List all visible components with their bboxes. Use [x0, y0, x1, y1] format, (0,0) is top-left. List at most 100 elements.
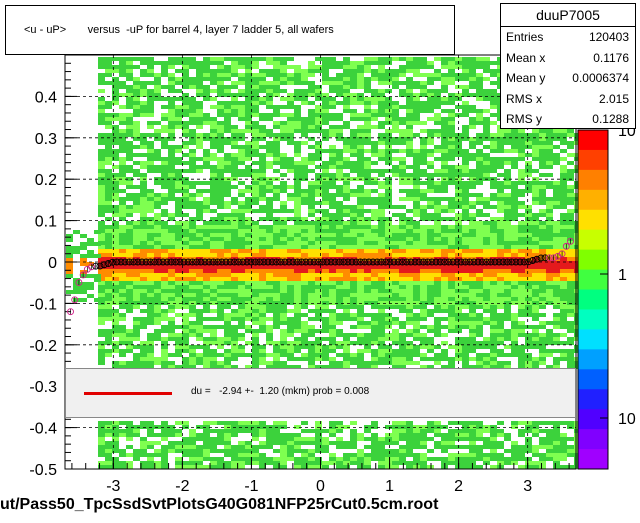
- heatmap-cell: [154, 81, 161, 85]
- heatmap-cell: [266, 461, 273, 465]
- heatmap-cell: [105, 253, 112, 257]
- heatmap-cell: [497, 129, 504, 133]
- heatmap-cell: [140, 185, 147, 189]
- heatmap-cell: [168, 165, 175, 169]
- heatmap-cell: [231, 57, 238, 61]
- heatmap-cell: [217, 105, 224, 109]
- heatmap-cell: [112, 205, 119, 209]
- heatmap-cell: [294, 357, 301, 361]
- heatmap-cell: [238, 253, 245, 257]
- heatmap-cell: [322, 253, 329, 257]
- heatmap-cell: [147, 165, 154, 169]
- heatmap-cell: [413, 205, 420, 209]
- heatmap-cell: [259, 173, 266, 177]
- heatmap-cell: [329, 461, 336, 465]
- heatmap-cell: [245, 201, 252, 205]
- heatmap-cell: [112, 181, 119, 185]
- heatmap-cell: [329, 65, 336, 69]
- heatmap-cell: [567, 193, 574, 197]
- heatmap-cell: [133, 97, 140, 101]
- heatmap-cell: [329, 357, 336, 361]
- heatmap-cell: [210, 129, 217, 133]
- heatmap-cell: [126, 253, 133, 257]
- heatmap-cell: [259, 245, 266, 249]
- heatmap-cell: [273, 209, 280, 213]
- heatmap-cell: [525, 269, 532, 273]
- heatmap-cell: [210, 237, 217, 241]
- heatmap-cell: [245, 245, 252, 249]
- heatmap-cell: [539, 293, 546, 297]
- heatmap-cell: [245, 97, 252, 101]
- heatmap-cell: [280, 269, 287, 273]
- heatmap-cell: [140, 453, 147, 457]
- heatmap-cell: [469, 357, 476, 361]
- heatmap-cell: [567, 453, 574, 457]
- heatmap-cell: [112, 269, 119, 273]
- heatmap-cell: [154, 309, 161, 313]
- heatmap-cell: [287, 297, 294, 301]
- heatmap-cell: [315, 93, 322, 97]
- heatmap-cell: [434, 317, 441, 321]
- heatmap-cell: [301, 453, 308, 457]
- heatmap-cell: [427, 181, 434, 185]
- heatmap-cell: [364, 61, 371, 65]
- heatmap-cell: [476, 229, 483, 233]
- heatmap-cell: [105, 453, 112, 457]
- heatmap-cell: [441, 357, 448, 361]
- heatmap-cell: [462, 93, 469, 97]
- heatmap-cell: [301, 197, 308, 201]
- heatmap-cell: [231, 153, 238, 157]
- heatmap-cell: [434, 445, 441, 449]
- heatmap-cell: [140, 113, 147, 117]
- heatmap-cell: [161, 365, 168, 369]
- heatmap-cell: [567, 189, 574, 193]
- heatmap-cell: [210, 361, 217, 365]
- heatmap-cell: [350, 361, 357, 365]
- heatmap-cell: [196, 233, 203, 237]
- heatmap-cell: [357, 321, 364, 325]
- heatmap-cell: [469, 441, 476, 445]
- heatmap-cell: [420, 161, 427, 165]
- heatmap-cell: [553, 425, 560, 429]
- heatmap-cell: [224, 233, 231, 237]
- heatmap-cell: [140, 101, 147, 105]
- heatmap-cell: [497, 365, 504, 369]
- heatmap-cell: [567, 449, 574, 453]
- heatmap-cell: [567, 421, 574, 425]
- heatmap-cell: [427, 89, 434, 93]
- heatmap-cell: [140, 361, 147, 365]
- heatmap-cell: [497, 245, 504, 249]
- heatmap-cell: [427, 437, 434, 441]
- heatmap-cell: [385, 241, 392, 245]
- heatmap-cell: [378, 441, 385, 445]
- heatmap-cell: [231, 81, 238, 85]
- heatmap-cell: [399, 245, 406, 249]
- heatmap-cell: [245, 297, 252, 301]
- heatmap-cell: [406, 181, 413, 185]
- heatmap-cell: [497, 361, 504, 365]
- heatmap-cell: [532, 141, 539, 145]
- heatmap-cell: [175, 161, 182, 165]
- heatmap-cell: [504, 281, 511, 285]
- heatmap-cell: [441, 305, 448, 309]
- heatmap-cell: [525, 209, 532, 213]
- heatmap-cell: [560, 225, 567, 229]
- heatmap-cell: [448, 129, 455, 133]
- heatmap-cell: [238, 461, 245, 465]
- heatmap-cell: [189, 285, 196, 289]
- heatmap-cell: [210, 265, 217, 269]
- heatmap-cell: [371, 365, 378, 369]
- heatmap-cell: [434, 233, 441, 237]
- heatmap-cell: [301, 357, 308, 361]
- heatmap-cell: [525, 337, 532, 341]
- heatmap-cell: [203, 265, 210, 269]
- heatmap-cell: [259, 125, 266, 129]
- heatmap-cell: [154, 321, 161, 325]
- heatmap-cell: [119, 129, 126, 133]
- heatmap-cell: [112, 421, 119, 425]
- heatmap-cell: [392, 253, 399, 257]
- heatmap-cell: [140, 289, 147, 293]
- heatmap-cell: [560, 453, 567, 457]
- heatmap-cell: [266, 81, 273, 85]
- heatmap-cell: [147, 253, 154, 257]
